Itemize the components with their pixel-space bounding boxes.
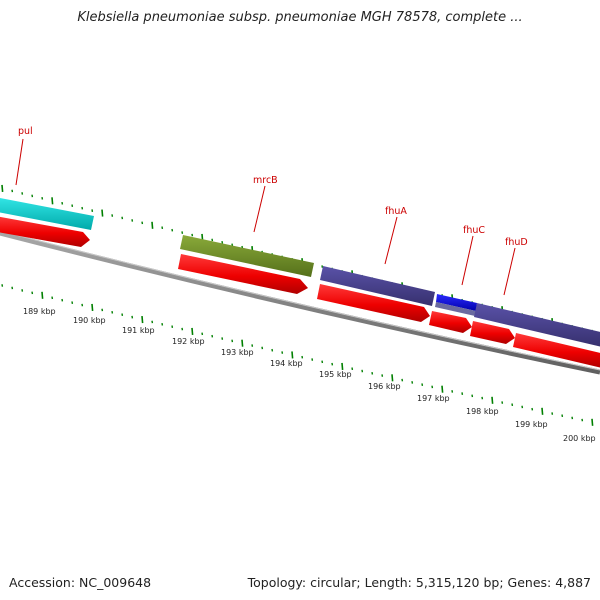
scale-label-196: 196 kbp bbox=[368, 382, 401, 391]
outer-ring-major-tick bbox=[151, 221, 154, 229]
leader-line-fhuC bbox=[461, 235, 474, 286]
feature-fhuC-shadow bbox=[435, 302, 476, 316]
scale-label-197: 197 kbp bbox=[417, 394, 450, 403]
inner-ring-major-tick bbox=[41, 291, 44, 299]
feature-gene-1[interactable] bbox=[0, 216, 90, 247]
scale-label-199: 199 kbp bbox=[515, 420, 548, 429]
scale-label-200: 200 kbp bbox=[563, 434, 596, 443]
inner-ring-major-tick bbox=[341, 362, 344, 371]
scale-label-195: 195 kbp bbox=[319, 370, 352, 379]
feature-gene-4[interactable] bbox=[429, 311, 472, 333]
leader-line-pul bbox=[15, 138, 24, 186]
inner-ring-major-tick bbox=[441, 385, 444, 393]
inner-tick-ring bbox=[1, 284, 594, 426]
scale-label-194: 194 kbp bbox=[270, 359, 303, 368]
inner-ring-major-tick bbox=[591, 418, 594, 426]
map-title: Klebsiella pneumoniae subsp. pneumoniae … bbox=[77, 10, 523, 25]
genome-stats-text: Topology: circular; Length: 5,315,120 bp… bbox=[247, 575, 591, 590]
feature-gene-6[interactable] bbox=[513, 333, 600, 368]
feature-gene-2[interactable] bbox=[178, 254, 308, 294]
scale-label-189: 189 kbp bbox=[23, 307, 56, 316]
backbone-line bbox=[0, 230, 600, 375]
inner-ring-major-tick bbox=[541, 407, 544, 415]
inner-ring-major-tick bbox=[291, 351, 294, 359]
outer-ring-major-tick bbox=[51, 197, 54, 205]
feature-pul-cds[interactable] bbox=[0, 197, 94, 230]
gene-label-fhuD[interactable]: fhuD bbox=[505, 237, 528, 248]
feature-gene-3[interactable] bbox=[317, 284, 430, 322]
scale-label-193: 193 kbp bbox=[221, 348, 254, 357]
leader-line-fhuA bbox=[384, 216, 398, 265]
scale-label-190: 190 kbp bbox=[73, 316, 106, 325]
scale-label-192: 192 kbp bbox=[172, 337, 205, 346]
feature-mrcB-cds[interactable] bbox=[180, 235, 314, 277]
feature-fhuD-cds[interactable] bbox=[474, 303, 600, 347]
gene-label-mrcB[interactable]: mrcB bbox=[253, 175, 278, 186]
feature-fhuC-cds[interactable] bbox=[436, 294, 477, 311]
backbone-highlight bbox=[0, 230, 600, 371]
accession-text: Accession: NC_009648 bbox=[9, 575, 152, 590]
gene-label-fhuA[interactable]: fhuA bbox=[385, 206, 407, 217]
leader-line-mrcB bbox=[253, 185, 266, 233]
inner-ring-major-tick bbox=[491, 396, 494, 404]
feature-gene-5[interactable] bbox=[470, 321, 515, 344]
inner-ring-major-tick bbox=[391, 374, 394, 382]
scale-label-191: 191 kbp bbox=[122, 326, 155, 335]
gene-label-fhuC[interactable]: fhuC bbox=[463, 225, 485, 236]
inner-ring-major-tick bbox=[241, 339, 244, 347]
outer-ring-major-tick bbox=[101, 209, 104, 217]
gene-label-pul[interactable]: pul bbox=[18, 126, 33, 137]
inner-ring-major-tick bbox=[91, 303, 94, 312]
outer-ring-major-tick bbox=[1, 184, 4, 193]
inner-ring-major-tick bbox=[141, 315, 144, 324]
feature-fhuA-cds[interactable] bbox=[320, 266, 435, 306]
inner-ring-major-tick bbox=[191, 327, 194, 336]
scale-label-198: 198 kbp bbox=[466, 407, 499, 416]
leader-line-fhuD bbox=[503, 247, 516, 296]
